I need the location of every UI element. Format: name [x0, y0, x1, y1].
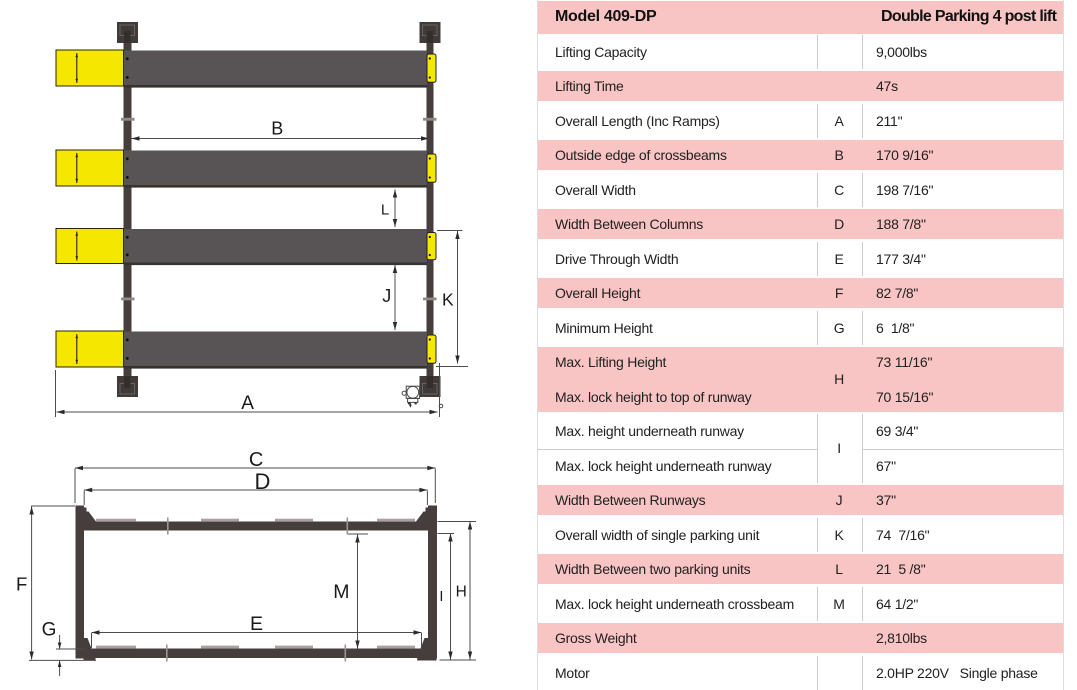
svg-text:L: L: [381, 202, 389, 219]
svg-text:I: I: [439, 589, 443, 605]
svg-text:E: E: [250, 613, 263, 635]
svg-text:A: A: [241, 393, 254, 414]
svg-text:F: F: [16, 574, 27, 595]
svg-text:K: K: [442, 290, 454, 310]
svg-text:J: J: [382, 286, 391, 306]
svg-text:H: H: [456, 584, 467, 601]
svg-text:D: D: [254, 469, 270, 494]
svg-text:B: B: [271, 119, 283, 139]
svg-text:M: M: [333, 581, 349, 603]
svg-text:G: G: [42, 620, 57, 641]
svg-text:C: C: [249, 449, 263, 471]
